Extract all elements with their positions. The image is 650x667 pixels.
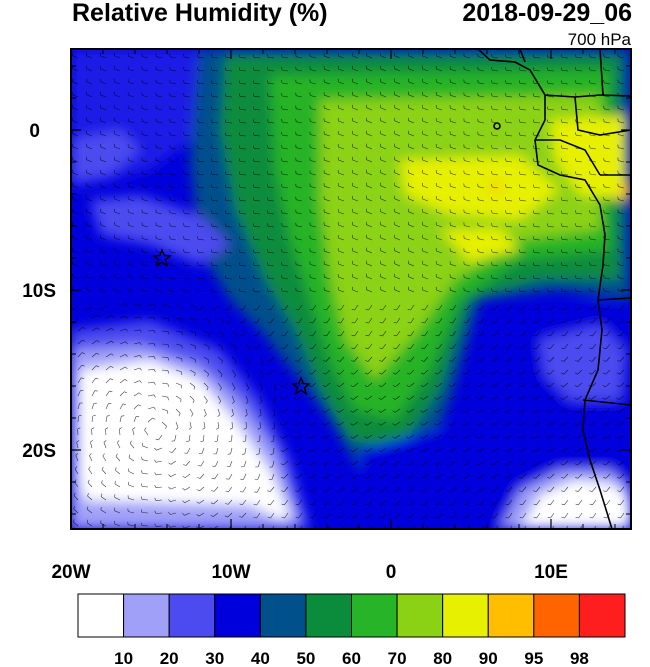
colorbar-label: 50 (296, 649, 315, 667)
colorbar-swatch (123, 593, 170, 638)
colorbar-label: 40 (251, 649, 270, 667)
x-tick-label: 0 (386, 562, 397, 583)
star-markers (152, 248, 311, 395)
x-tick-label: 10E (534, 562, 568, 583)
colorbar-label: 60 (342, 649, 361, 667)
x-tick-label: 20W (51, 562, 90, 583)
y-tick-label: 0 (29, 121, 40, 142)
colorbar-swatch (77, 593, 125, 638)
colorbar-label: 95 (524, 649, 543, 667)
coastline (477, 49, 631, 529)
colorbar-swatch (396, 593, 444, 638)
colorbar-swatch (259, 593, 307, 638)
colorbar-swatch (305, 593, 352, 638)
x-tick-label: 10W (211, 562, 250, 583)
colorbar-labels: 10 20 30 40 50 60 70 80 90 95 98 (114, 649, 589, 667)
colorbar-swatch (214, 593, 261, 638)
colorbar-swatch (487, 593, 535, 638)
minor-ticks (70, 49, 631, 529)
colorbar-swatch (533, 593, 580, 638)
plot-frame (70, 48, 632, 530)
colorbar-label: 30 (205, 649, 224, 667)
colorbar-swatch (168, 593, 216, 638)
colorbar-label: 98 (570, 649, 589, 667)
colorbar-label: 10 (114, 649, 133, 667)
star-marker (291, 376, 311, 395)
colorbar (77, 593, 626, 638)
colorbar-label: 20 (160, 649, 179, 667)
map-datetime: 2018-09-29_06 (462, 0, 632, 27)
wind-barbs (71, 52, 625, 529)
y-tick-label: 20S (22, 441, 56, 462)
colorbar-label: 90 (479, 649, 498, 667)
colorbar-swatch (351, 593, 398, 638)
colorbar-swatch (442, 593, 489, 638)
pressure-level: 700 hPa (567, 30, 631, 49)
colorbar-label: 80 (433, 649, 452, 667)
y-tick-label: 10S (22, 281, 56, 302)
colorbar-swatch (578, 593, 626, 638)
map-title: Relative Humidity (%) (72, 0, 328, 27)
colorbar-label: 70 (388, 649, 407, 667)
star-marker (152, 248, 172, 267)
